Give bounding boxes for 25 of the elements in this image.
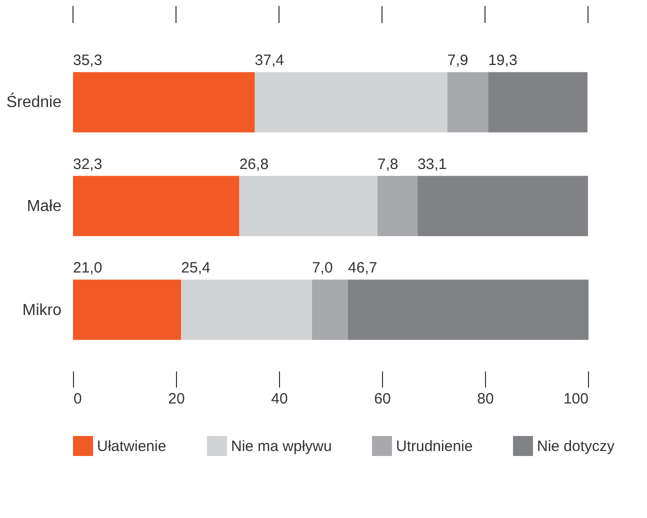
data-label: 21,0 [73, 260, 102, 277]
legend-label: Ułatwienie [97, 438, 166, 455]
y-tick-label: Mikro [22, 302, 62, 319]
data-label: 32,3 [73, 156, 102, 173]
x-tick-label: 40 [271, 390, 288, 408]
data-label: 7,0 [312, 260, 333, 277]
legend-label: Nie ma wpływu [231, 438, 332, 455]
y-tick-label: Średnie [6, 92, 62, 112]
data-label: 7,8 [377, 156, 398, 173]
data-label: 7,9 [447, 52, 468, 70]
y-tick-label: Małe [26, 198, 62, 215]
x-tick-label: 60 [374, 390, 391, 408]
legend-label: Utrudnienie [396, 438, 473, 455]
x-tick-label: 80 [477, 390, 494, 408]
x-tick-label: 100 [563, 390, 588, 408]
x-tick-label: 20 [168, 390, 185, 408]
data-label: 26,8 [239, 156, 269, 173]
x-tick-label: 0 [74, 390, 82, 408]
data-label: 35,3 [73, 52, 102, 70]
data-label: 25,4 [181, 260, 210, 277]
data-label: 46,7 [348, 260, 378, 277]
data-label: 37,4 [254, 52, 284, 70]
data-label: 19,3 [488, 52, 518, 70]
legend-label: Nie dotyczy [537, 438, 616, 455]
data-label: 33,1 [418, 156, 447, 173]
